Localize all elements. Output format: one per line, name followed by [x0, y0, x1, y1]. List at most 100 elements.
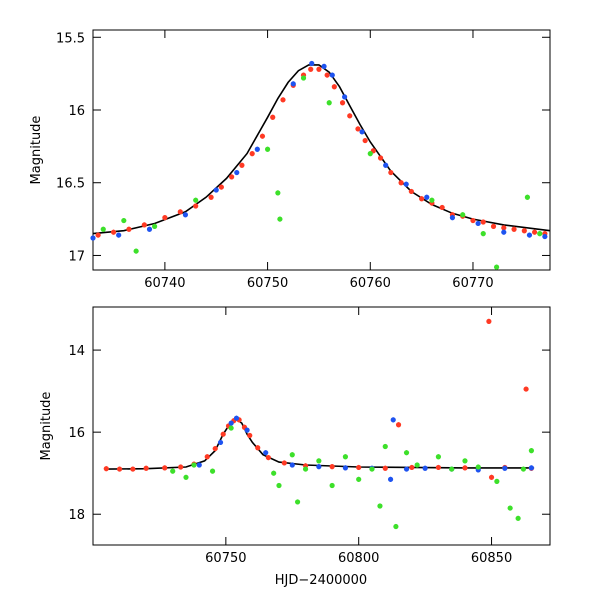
data-point	[130, 466, 136, 472]
data-point	[249, 151, 255, 157]
data-point	[501, 225, 507, 231]
data-point	[377, 503, 383, 509]
data-point	[475, 220, 481, 227]
data-point	[228, 425, 234, 431]
data-point	[300, 75, 307, 81]
y-tick-label: 15.5	[56, 31, 85, 46]
data-point	[367, 151, 373, 157]
data-point	[521, 228, 527, 234]
y-tick-label: 16	[68, 104, 85, 119]
panel-top-frame	[92, 29, 551, 271]
data-point	[213, 187, 219, 193]
data-point	[254, 146, 260, 152]
data-point	[152, 223, 158, 229]
data-point	[170, 468, 176, 474]
data-point	[537, 231, 543, 237]
data-point	[233, 415, 240, 421]
y-tick-label: 17	[68, 249, 85, 264]
data-point	[316, 66, 322, 72]
data-point	[382, 465, 388, 471]
data-point	[528, 465, 535, 471]
data-point	[493, 264, 500, 270]
data-point	[244, 427, 250, 433]
data-point	[121, 217, 127, 224]
data-point	[387, 476, 394, 482]
x-tick-label: 60750	[205, 551, 246, 566]
data-point	[290, 81, 296, 87]
data-point	[162, 215, 168, 221]
data-point	[204, 454, 210, 460]
data-point	[289, 452, 295, 458]
data-point	[419, 196, 425, 202]
data-point	[182, 212, 189, 218]
data-point	[488, 474, 495, 480]
data-point	[329, 482, 335, 489]
data-point	[276, 482, 282, 489]
data-point	[515, 515, 521, 521]
data-point	[191, 462, 197, 468]
data-point	[270, 114, 276, 120]
data-point	[475, 464, 481, 470]
data-point	[480, 219, 486, 225]
x-tick-label: 60760	[350, 276, 391, 291]
model-curve	[92, 64, 551, 235]
data-point	[277, 216, 283, 222]
data-point	[212, 445, 218, 452]
data-point	[486, 318, 492, 324]
panel-top-ticks-layer: 60740 60750 60760 60770 15.5 16 16.5 17	[56, 30, 550, 291]
data-point	[339, 100, 346, 106]
data-point	[208, 194, 214, 200]
data-point	[355, 126, 361, 132]
data-point	[329, 464, 335, 470]
data-point	[229, 174, 235, 180]
data-point	[218, 184, 224, 190]
data-point	[528, 448, 535, 454]
data-point	[403, 450, 410, 456]
data-point	[511, 226, 517, 232]
data-point	[133, 248, 139, 254]
data-point	[523, 386, 529, 392]
x-tick-label: 60850	[471, 551, 512, 566]
data-point	[501, 229, 507, 235]
data-point	[393, 523, 399, 530]
y-tick-label: 16.5	[56, 177, 85, 192]
data-point	[228, 420, 234, 426]
data-point	[264, 146, 271, 152]
data-point	[183, 474, 189, 480]
x-tick-label: 60740	[144, 276, 185, 291]
data-point	[280, 97, 286, 103]
data-point	[395, 422, 402, 428]
data-point	[449, 215, 456, 221]
panel-top-model-layer	[92, 64, 551, 235]
data-point	[507, 505, 513, 511]
data-point	[196, 462, 202, 468]
data-point	[414, 462, 420, 468]
y-tick-label: 18	[68, 508, 85, 523]
data-point	[116, 466, 123, 472]
data-point	[398, 180, 404, 186]
data-point	[388, 169, 394, 176]
data-point	[259, 133, 266, 139]
data-point	[439, 204, 445, 211]
data-point	[524, 194, 531, 200]
data-point	[490, 223, 497, 229]
data-point	[316, 464, 322, 470]
data-point	[480, 231, 486, 237]
data-point	[294, 499, 301, 505]
data-point	[177, 209, 183, 215]
panel-top-y-axis-label: Magnitude	[29, 116, 44, 185]
data-point	[424, 194, 430, 200]
data-point	[110, 229, 117, 235]
data-point	[255, 445, 261, 451]
panel-bottom: 60750 60800 60850 14 16 18 Magnitude HJD−2400…	[39, 306, 551, 588]
data-point	[193, 203, 199, 209]
data-point	[435, 464, 442, 471]
data-point	[329, 72, 335, 78]
data-point	[316, 458, 322, 464]
data-point	[100, 226, 106, 232]
data-point	[289, 462, 295, 468]
data-point	[449, 466, 455, 472]
data-point	[383, 162, 389, 168]
data-point	[324, 72, 330, 78]
